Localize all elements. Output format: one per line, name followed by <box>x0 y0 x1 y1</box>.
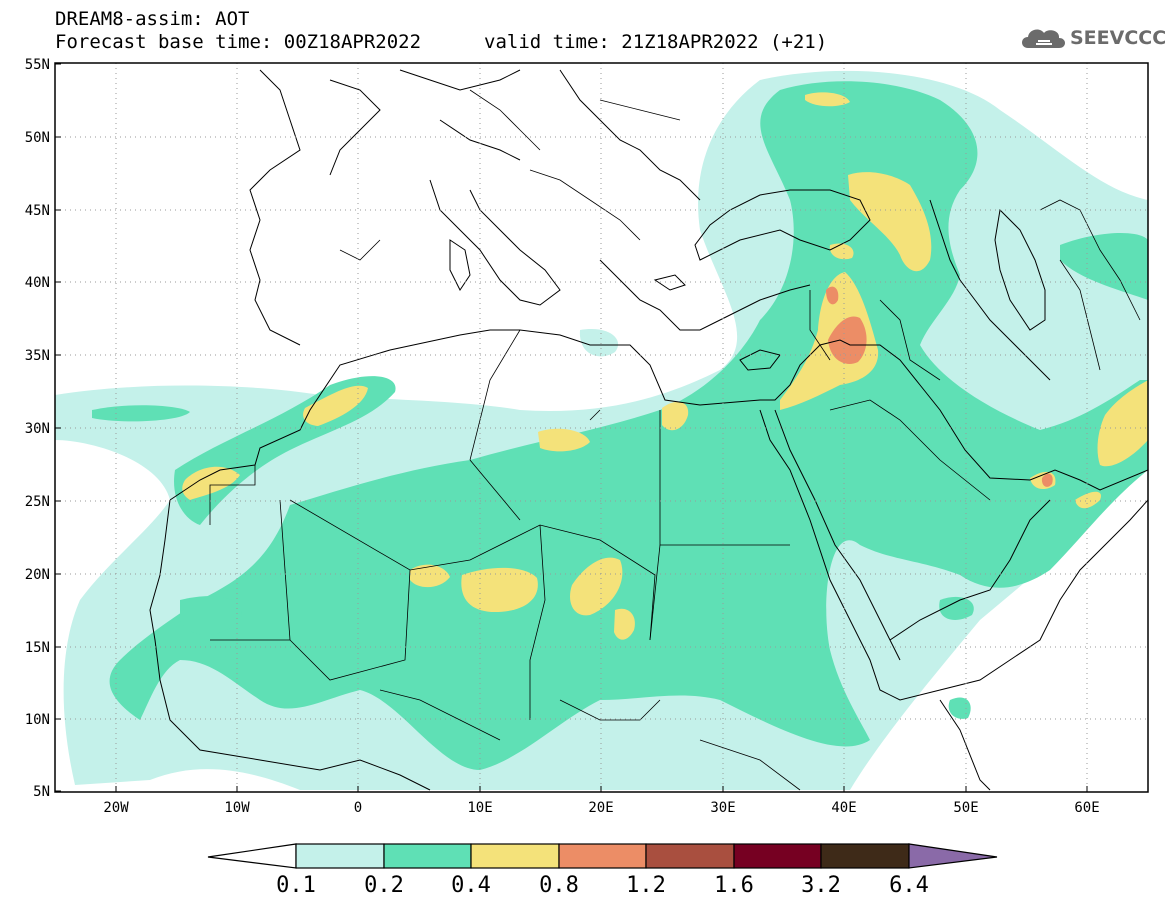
colorbar-label-1-2: 1.2 <box>626 873 666 898</box>
colorbar-label-3-2: 3.2 <box>801 873 841 898</box>
lon-label-40e: 40E <box>831 800 856 816</box>
logo-label: SEEVCCC <box>1070 27 1165 49</box>
lon-label-0: 0 <box>354 800 362 816</box>
lon-label-20e: 20E <box>588 800 613 816</box>
colorbar-label-1-6: 1.6 <box>714 873 754 898</box>
lat-label-10n: 10N <box>25 712 50 728</box>
lat-label-25n: 25N <box>25 494 50 510</box>
valid-time: valid time: 21Z18APR2022 (+21) <box>484 31 828 53</box>
colorbar-label-0-1: 0.1 <box>276 873 316 898</box>
coastlines <box>149 69 1148 791</box>
longitude-labels: 20W 10W 0 10E 20E 30E 40E 50E 60E <box>103 800 1099 816</box>
lat-label-15n: 15N <box>25 640 50 656</box>
map-title: DREAM8-assim: AOT <box>55 8 250 30</box>
lon-label-30e: 30E <box>710 800 735 816</box>
lat-label-45n: 45N <box>25 203 50 219</box>
lat-label-50n: 50N <box>25 130 50 146</box>
lat-label-55n: 55N <box>25 57 50 73</box>
colorbar-label-6-4: 6.4 <box>889 873 929 898</box>
colorbar-label-0-2: 0.2 <box>364 873 404 898</box>
cloud-icon <box>1022 29 1065 48</box>
colorbar-label-0-4: 0.4 <box>451 873 491 898</box>
lat-label-30n: 30N <box>25 421 50 437</box>
colorbar-over-arrow <box>908 843 998 869</box>
seevccc-logo: SEEVCCC <box>1018 22 1165 56</box>
forecast-base-time: Forecast base time: 00Z18APR2022 <box>55 31 422 53</box>
colorbar-under-arrow <box>207 843 297 869</box>
tick-marks <box>55 63 1088 792</box>
colorbar-segment-4 <box>558 843 647 869</box>
colorbar-labels: 0.1 0.2 0.4 0.8 1.2 1.6 3.2 6.4 <box>276 873 929 898</box>
lat-label-40n: 40N <box>25 275 50 291</box>
colorbar-label-0-8: 0.8 <box>539 873 579 898</box>
aot-layer-0-8 <box>826 286 1053 487</box>
colorbar-segment-6 <box>733 843 822 869</box>
lat-label-20n: 20N <box>25 567 50 583</box>
colorbar-segment-3 <box>470 843 560 869</box>
colorbar-segment-7 <box>820 843 910 869</box>
lon-label-20w: 20W <box>103 800 129 816</box>
colorbar-segment-2 <box>383 843 472 869</box>
lat-label-35n: 35N <box>25 348 50 364</box>
lat-label-5n: 5N <box>33 784 50 800</box>
lon-label-60e: 60E <box>1074 800 1099 816</box>
colorbar-segment-5 <box>645 843 735 869</box>
country-borders <box>209 89 1141 791</box>
colorbar-segment-1 <box>295 843 385 869</box>
lon-label-10e: 10E <box>467 800 492 816</box>
latitude-labels: 5N 10N 15N 20N 25N 30N 35N 40N 45N 50N 5… <box>25 57 50 800</box>
lon-label-50e: 50E <box>953 800 978 816</box>
graticule <box>55 63 1148 792</box>
colorbar <box>207 843 998 869</box>
lon-label-10w: 10W <box>224 800 250 816</box>
